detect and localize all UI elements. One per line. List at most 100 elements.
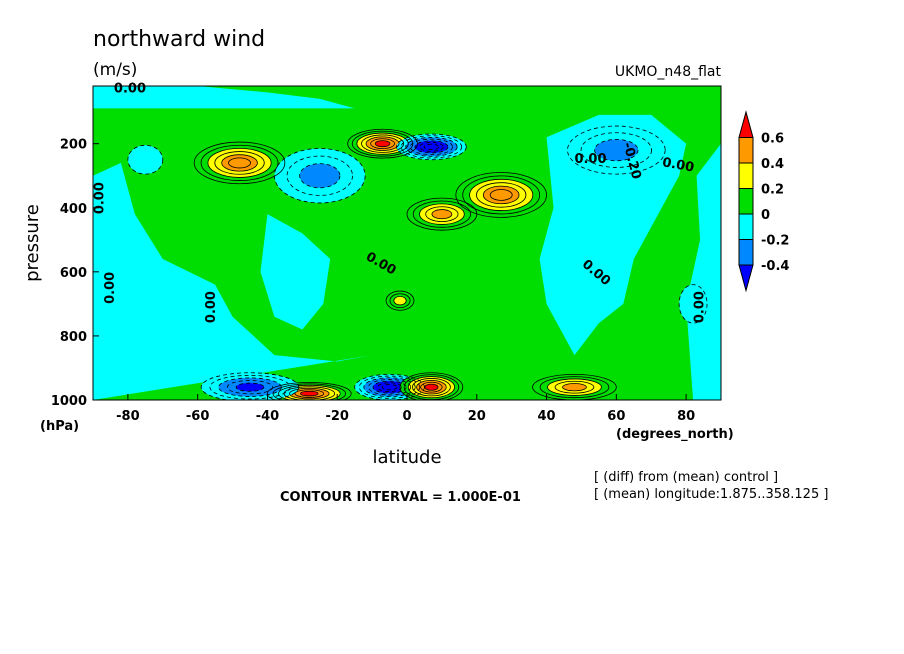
value-center-fill bbox=[431, 209, 452, 219]
contour-line bbox=[396, 133, 467, 161]
contour-line bbox=[286, 155, 353, 196]
x-tick-label: -80 bbox=[116, 409, 140, 424]
contour-line bbox=[193, 141, 286, 185]
value-center-fill bbox=[375, 140, 390, 147]
contour-line bbox=[207, 147, 272, 178]
negative-region bbox=[686, 143, 721, 400]
contour-label: 0.00 bbox=[204, 291, 219, 323]
colorbar: 0.6 0.4 0.2 0 -0.2 -0.4 bbox=[738, 110, 789, 293]
x-tick-label: 20 bbox=[468, 409, 486, 424]
contour-label: 0.00 bbox=[574, 152, 606, 167]
footer-note-2: [ (mean) longitude:1.875..358.125 ] bbox=[594, 487, 828, 502]
y-units-label: (hPa) bbox=[40, 419, 79, 434]
contour-line bbox=[476, 182, 527, 208]
contour-label: 0.00 bbox=[661, 155, 695, 175]
contour-line bbox=[567, 125, 666, 175]
contour-line bbox=[489, 189, 513, 201]
value-center-fill bbox=[236, 383, 264, 392]
contour-line bbox=[539, 376, 610, 399]
value-center-fill bbox=[228, 157, 251, 168]
contour-line bbox=[372, 380, 407, 394]
contour-line bbox=[218, 377, 282, 397]
footer-note-1: [ (diff) from (mean) control ] bbox=[594, 470, 778, 485]
contour-line bbox=[409, 138, 453, 156]
contour-line bbox=[469, 178, 534, 211]
contour-line bbox=[554, 380, 595, 394]
x-tick-label: -60 bbox=[186, 409, 210, 424]
value-center-fill bbox=[424, 144, 439, 150]
negative-region bbox=[539, 114, 687, 356]
colorbar-swatch bbox=[738, 162, 754, 189]
contour-line bbox=[300, 390, 319, 397]
contour-line bbox=[412, 378, 451, 397]
contour-line bbox=[462, 175, 541, 215]
negative-region bbox=[260, 214, 331, 330]
contour-line bbox=[351, 130, 414, 157]
x-axis: -80 -60 -40 -20 0 20 40 60 80 bbox=[116, 394, 695, 424]
y-tick-label: 800 bbox=[60, 330, 87, 345]
contour-line bbox=[407, 376, 455, 399]
value-center-fill bbox=[127, 145, 163, 175]
x-tick-label: 60 bbox=[607, 409, 625, 424]
contour-line bbox=[416, 379, 447, 395]
value-center-fill bbox=[424, 384, 439, 391]
contour-lines bbox=[127, 125, 708, 400]
colorbar-label: 0.4 bbox=[761, 157, 784, 172]
contour-line bbox=[377, 382, 402, 392]
x-tick-label: 80 bbox=[677, 409, 695, 424]
contour-line bbox=[594, 139, 639, 162]
contour-line bbox=[235, 382, 265, 392]
contour-line bbox=[580, 132, 653, 168]
dataset-label: UKMO_n48_flat bbox=[615, 64, 722, 80]
contour-line bbox=[385, 290, 415, 311]
contour-line bbox=[420, 381, 443, 393]
colorbar-label: -0.4 bbox=[761, 259, 789, 274]
value-center-fill bbox=[393, 296, 407, 305]
value-center-fill bbox=[562, 383, 587, 391]
contour-line bbox=[562, 383, 587, 392]
y-tick-label: 1000 bbox=[51, 394, 87, 409]
contour-line bbox=[368, 379, 412, 396]
y-tick-label: 600 bbox=[60, 266, 87, 281]
contour-line bbox=[278, 384, 341, 400]
contour-line bbox=[347, 128, 418, 159]
y-axis: 200 400 600 800 1000 bbox=[51, 138, 99, 409]
chart-title: northward wind bbox=[93, 27, 265, 52]
x-tick-label: -20 bbox=[325, 409, 349, 424]
contour-line bbox=[221, 154, 258, 172]
contour-line bbox=[424, 383, 439, 391]
y-tick-label: 400 bbox=[60, 202, 87, 217]
contour-line bbox=[547, 378, 602, 396]
contour-line bbox=[419, 142, 444, 152]
y-axis-title: pressure bbox=[22, 204, 43, 282]
contour-labels: 0.000.000.000.000.000.00 0.000.000.00-0.2… bbox=[92, 81, 707, 323]
contour-line bbox=[209, 374, 291, 400]
contour-line bbox=[267, 381, 352, 400]
contour-line bbox=[356, 132, 409, 155]
contour-line bbox=[423, 143, 440, 150]
colorbar-swatch bbox=[738, 110, 754, 138]
colorbar-swatch bbox=[738, 213, 754, 240]
x-tick-label: 0 bbox=[402, 409, 411, 424]
contour-label: 0.00 bbox=[92, 182, 107, 214]
colorbar-swatch bbox=[738, 239, 754, 266]
contour-line bbox=[363, 377, 416, 398]
contour-line bbox=[425, 206, 459, 223]
negative-region bbox=[93, 162, 373, 400]
contour-line bbox=[374, 140, 391, 148]
contour-line bbox=[294, 389, 325, 398]
x-tick-label: -40 bbox=[256, 409, 280, 424]
contour-label: 0.00 bbox=[103, 272, 118, 304]
contour-line bbox=[214, 151, 265, 175]
contour-line bbox=[455, 172, 547, 218]
contour-line bbox=[274, 148, 366, 204]
contour-line bbox=[358, 375, 421, 399]
contour-line bbox=[289, 387, 330, 400]
colorbar-label: 0 bbox=[761, 208, 770, 223]
value-center-fill bbox=[594, 139, 639, 161]
contour-fills bbox=[93, 86, 721, 400]
x-axis-title: latitude bbox=[372, 447, 441, 468]
contour-line bbox=[482, 185, 520, 205]
contour-line bbox=[381, 384, 398, 391]
contour-line bbox=[361, 134, 405, 153]
